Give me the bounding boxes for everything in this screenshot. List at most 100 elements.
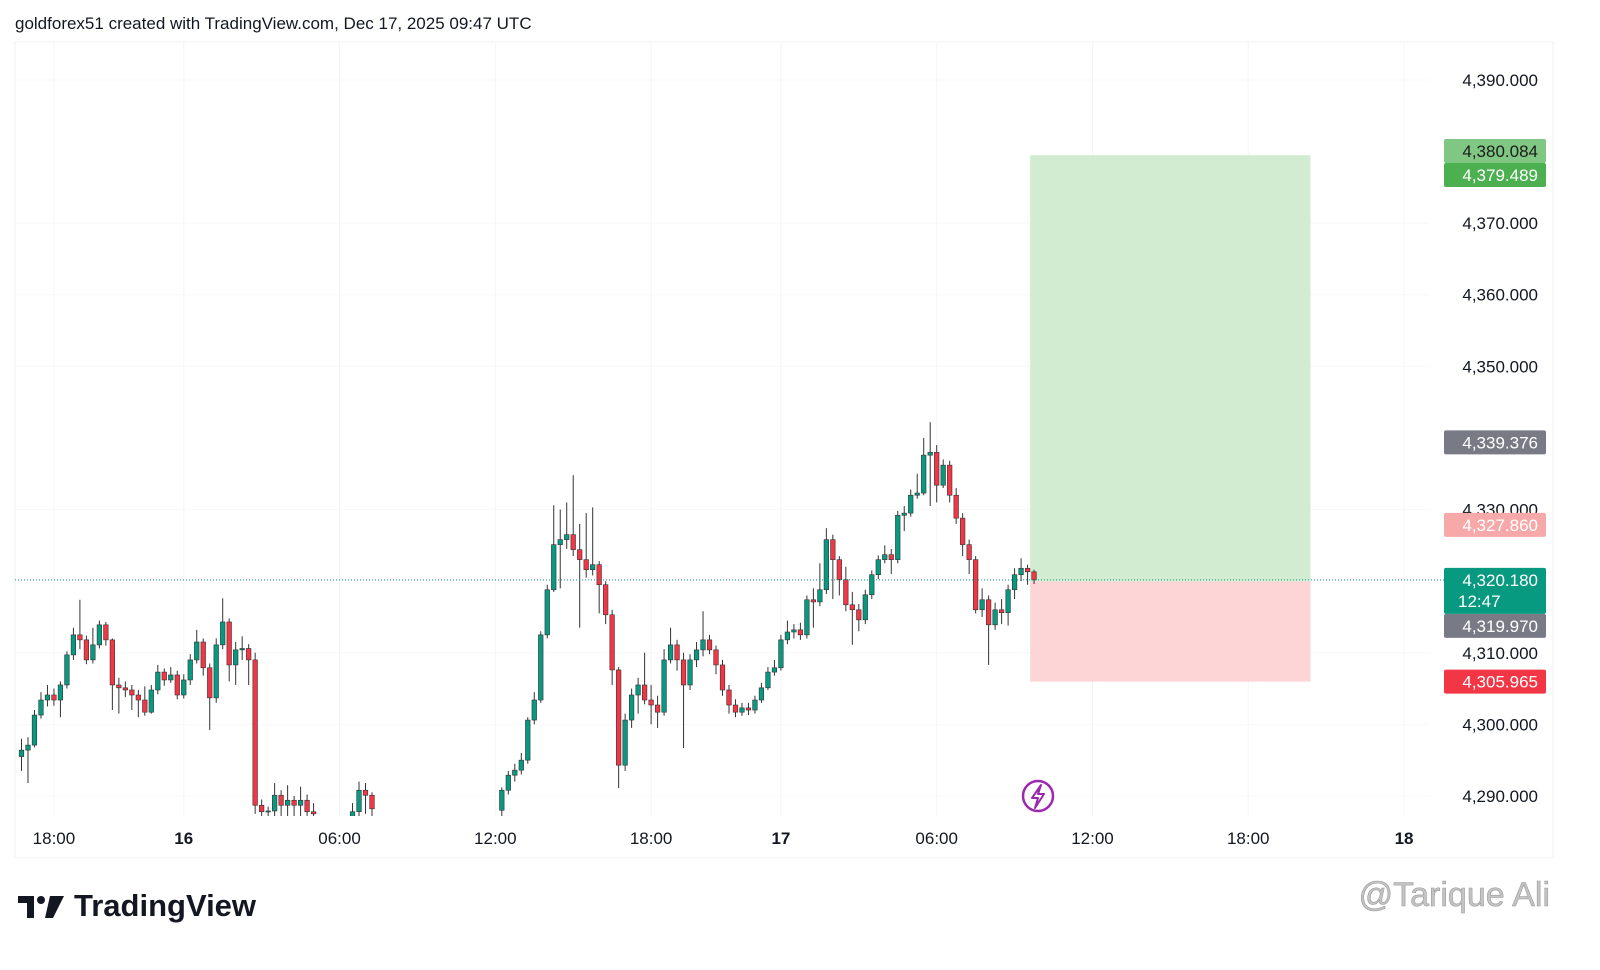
- candle-body: [220, 621, 226, 646]
- price-badge-label: 4,327.860: [1462, 516, 1538, 535]
- candle-body: [667, 644, 674, 661]
- x-tick-label: 18: [1395, 829, 1414, 848]
- candle-body: [726, 689, 732, 706]
- candle-body: [518, 759, 524, 771]
- candle-body: [116, 684, 122, 689]
- candle-body: [804, 599, 810, 636]
- candle-body: [531, 699, 537, 721]
- candle-body: [849, 604, 855, 611]
- candle-body: [590, 564, 596, 570]
- candle-body: [706, 639, 713, 651]
- candle-body: [51, 694, 57, 701]
- price-badge-label: 4,380.084: [1462, 142, 1538, 161]
- candle-body: [1031, 571, 1037, 581]
- candle-body: [979, 599, 985, 611]
- candle-body: [629, 694, 635, 721]
- candle-body: [654, 704, 661, 713]
- candle-body: [836, 559, 842, 581]
- candle-body: [888, 554, 894, 560]
- candle-body: [570, 534, 576, 550]
- candle-body: [914, 492, 920, 496]
- candle-body: [687, 659, 693, 686]
- candle-body: [551, 544, 557, 591]
- candle-body: [856, 609, 862, 621]
- candle-body: [103, 624, 109, 641]
- candle-body: [369, 794, 375, 810]
- chart-frame: [14, 41, 1554, 859]
- candle-body: [583, 559, 589, 570]
- candle-body: [77, 634, 83, 641]
- candle-body: [259, 804, 265, 813]
- candle-body: [680, 659, 687, 686]
- candle-body: [25, 744, 31, 751]
- candle-body: [771, 667, 778, 673]
- candle-body: [512, 769, 518, 776]
- price-badge: [1444, 613, 1546, 638]
- x-tick-label: 18:00: [33, 829, 76, 848]
- watermark: @Tarique Ali: [1359, 876, 1550, 914]
- candle-body: [986, 599, 992, 626]
- candle-body: [278, 794, 284, 806]
- candle-body: [1024, 567, 1031, 573]
- candle-body: [732, 704, 739, 713]
- flash-icon: [1021, 779, 1055, 813]
- candle-body: [713, 649, 719, 666]
- candle-body: [18, 749, 25, 757]
- candle-body: [44, 694, 51, 701]
- candle-body: [882, 554, 888, 560]
- position-tool: [1030, 155, 1311, 682]
- candle-body: [927, 451, 933, 456]
- candle-body: [778, 639, 784, 669]
- y-tick-label: 4,350.000: [1462, 357, 1538, 376]
- countdown: 12:47: [1458, 592, 1501, 611]
- candle-body: [635, 684, 641, 696]
- candle-body: [609, 614, 615, 671]
- candle-body: [661, 659, 667, 713]
- candle-body: [356, 789, 362, 813]
- y-tick-label: 4,370.000: [1462, 214, 1538, 233]
- candle-body: [194, 641, 200, 661]
- candle-body: [966, 544, 972, 560]
- candle-body: [168, 674, 174, 681]
- candle-body: [505, 774, 511, 791]
- candle-body: [57, 684, 64, 701]
- candle-body: [161, 671, 167, 681]
- candle-body: [823, 539, 829, 591]
- price-badge-label: 4,339.376: [1462, 433, 1538, 452]
- candle-body: [940, 464, 946, 486]
- candle-body: [233, 649, 239, 666]
- x-tick-label: 06:00: [318, 829, 361, 848]
- candle-body: [895, 514, 901, 560]
- profit-zone: [1030, 155, 1311, 582]
- x-tick-label: 17: [771, 829, 790, 848]
- candle-body: [207, 667, 213, 699]
- candle-body: [869, 574, 875, 596]
- candle-body: [999, 609, 1005, 613]
- candle-body: [265, 810, 271, 813]
- candle-body: [791, 629, 797, 633]
- candle-body: [122, 687, 128, 691]
- candle-body: [187, 659, 193, 681]
- candle-body: [135, 694, 141, 701]
- candle-body: [129, 689, 135, 696]
- candle-body: [38, 699, 44, 716]
- candle-body: [272, 794, 278, 812]
- x-tick-label: 06:00: [915, 829, 958, 848]
- candle-body: [226, 621, 232, 666]
- tradingview-logo: TradingView: [18, 888, 257, 923]
- candle-body: [908, 494, 914, 514]
- axes: 18:00 16 06:00 12:00 18:00 17 06:00 12:00 18:00 1…: [15, 71, 1538, 848]
- candle-body: [817, 589, 823, 603]
- candle-body: [700, 639, 706, 651]
- candle-body: [648, 699, 654, 706]
- candle-body: [200, 641, 206, 669]
- candle-body: [310, 811, 317, 815]
- candle-body: [693, 649, 700, 661]
- price-badge: [1444, 430, 1546, 455]
- candle-body: [31, 714, 38, 746]
- attribution: goldforex51 created with TradingView.com…: [15, 14, 532, 33]
- price-badges: 4,380.084 4,379.489 4,339.376 4,327.860 4,31…: [1444, 138, 1546, 694]
- candle-body: [291, 799, 297, 806]
- candle-body: [947, 464, 953, 496]
- candle-body: [784, 631, 791, 641]
